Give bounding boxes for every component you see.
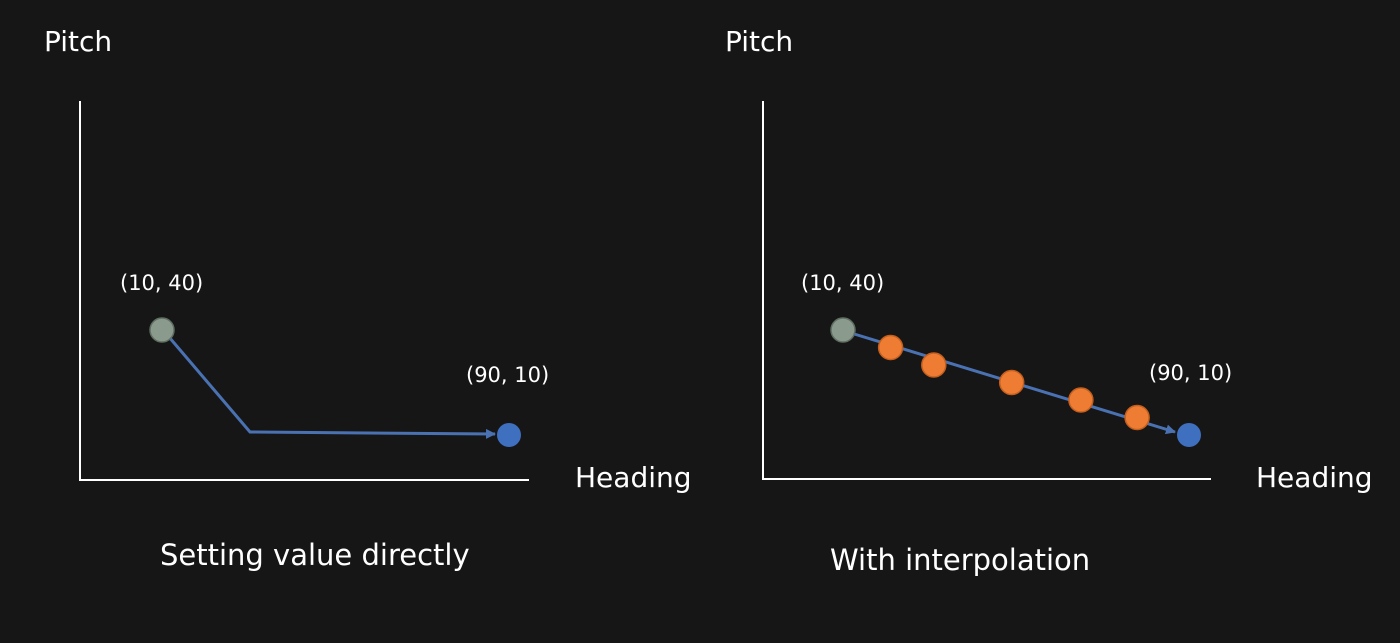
interpolated-point-3 <box>998 369 1025 396</box>
caption: With interpolation <box>830 543 1091 577</box>
end-point <box>1177 423 1201 447</box>
x-axis-label: Heading <box>1256 461 1373 494</box>
plot-area <box>762 101 1211 480</box>
interpolated-point-2 <box>921 352 947 378</box>
end-point <box>497 423 521 447</box>
start-point-label: (10, 40) <box>120 271 204 295</box>
interpolated-points <box>877 334 1150 431</box>
end-point-label: (90, 10) <box>466 363 550 387</box>
interpolated-point-4 <box>1068 387 1094 413</box>
diagram-direct: Pitch Heading (10, 40) (90, 10) Setting … <box>44 25 692 573</box>
y-axis-label: Pitch <box>44 25 113 58</box>
end-point-label: (90, 10) <box>1149 361 1233 385</box>
interpolated-point-1 <box>877 334 904 361</box>
y-axis-label: Pitch <box>725 25 794 58</box>
diagram-interpolation: Pitch Heading (10, 40) (90, 10) With int… <box>700 0 1400 643</box>
x-axis-label: Heading <box>575 461 692 494</box>
plot-area <box>79 101 529 481</box>
interpolated-point-5 <box>1124 404 1150 431</box>
direct-path-line <box>167 336 496 439</box>
start-point <box>830 317 856 343</box>
caption: Setting value directly <box>160 538 470 572</box>
start-point <box>149 317 175 343</box>
start-point-label: (10, 40) <box>801 271 885 295</box>
